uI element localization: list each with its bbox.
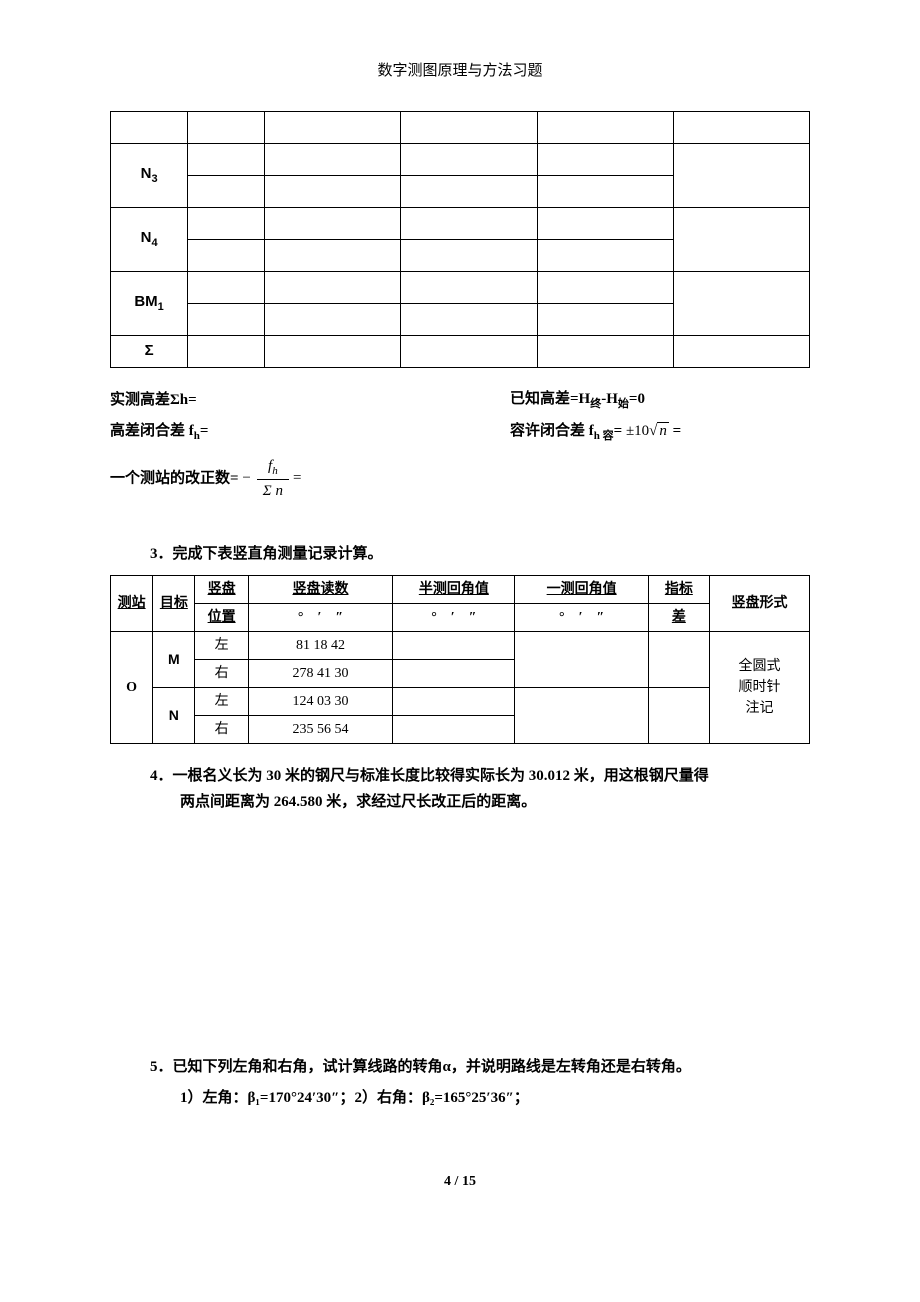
allowed-trailing: = xyxy=(673,423,682,439)
hdr-index-l: 差 xyxy=(672,610,686,625)
page-title: 数字测图原理与方法习题 xyxy=(377,63,542,79)
sqrt-icon: √n xyxy=(649,420,669,443)
question4-body: 两点间距离为 264.580 米，求经过尺长改正后的距离。 xyxy=(110,790,810,816)
table-row-sigma: Σ xyxy=(111,335,188,367)
page-footer: 4 / 15 xyxy=(110,1171,810,1192)
frac-den: Σ n xyxy=(257,480,289,503)
cell-n-left-pos: 左 xyxy=(195,688,248,716)
closure-eq: = xyxy=(200,423,209,439)
known-diff-minus: -H xyxy=(601,391,618,407)
cell-m-left-read: 81 18 42 xyxy=(248,632,392,660)
form-l3: 注记 xyxy=(714,698,805,719)
known-diff-end-sub: 终 xyxy=(590,398,601,410)
cell-n-left-read: 124 03 30 xyxy=(248,688,392,716)
page-sep: / xyxy=(451,1174,462,1189)
formula-block: 实测高差Σh= 已知高差=H终-H始=0 高差闭合差 f h = 容许闭合差 fh … xyxy=(110,388,810,503)
section3-title: 3．完成下表竖直角测量记录计算。 xyxy=(110,543,810,566)
frac-num-sub: h xyxy=(272,465,278,477)
hdr-half-u: 半测回角值 xyxy=(419,582,489,597)
hdr-reading-unit: ° ′ ″ xyxy=(248,604,392,632)
hdr-target: 目标 xyxy=(160,596,188,611)
cell-m-left-pos: 左 xyxy=(195,632,248,660)
table-row-label: N4 xyxy=(111,207,188,271)
hdr-half-unit: ° ′ ″ xyxy=(393,604,515,632)
leveling-table: N3N4BM1Σ xyxy=(110,111,810,368)
cell-n-right-read: 235 56 54 xyxy=(248,716,392,744)
question5-title: 5．已知下列左角和右角，试计算线路的转角α，并说明路线是左转角还是右转角。 xyxy=(110,1055,810,1081)
fraction: fh Σ n xyxy=(257,455,289,503)
measured-diff: 实测高差Σh= xyxy=(110,392,197,408)
form-l1: 全圆式 xyxy=(714,656,805,677)
cell-station: O xyxy=(111,632,153,744)
form-l2: 顺时针 xyxy=(714,677,805,698)
allowed-pm: ±10 xyxy=(626,423,649,439)
hdr-form: 竖盘形式 xyxy=(731,596,787,611)
allowed-label-a: 容许闭合差 f xyxy=(510,423,594,439)
hdr-full-unit: ° ′ ″ xyxy=(515,604,648,632)
page-current: 4 xyxy=(444,1174,451,1189)
hdr-reading-u: 竖盘读数 xyxy=(292,582,348,597)
hdr-station: 测站 xyxy=(118,596,146,611)
page-header: 数字测图原理与方法习题 xyxy=(110,60,810,83)
table-row-label: BM1 xyxy=(111,271,188,335)
frac-eq: = xyxy=(293,467,301,490)
allowed-sub: h 容 xyxy=(594,430,614,442)
sqrt-var: n xyxy=(657,422,669,439)
cell-m-right-pos: 右 xyxy=(195,660,248,688)
cell-target-m: M xyxy=(153,632,195,688)
hdr-diskpos-l: 位置 xyxy=(208,610,236,625)
hdr-full-u: 一测回角值 xyxy=(547,582,617,597)
cell-n-right-pos: 右 xyxy=(195,716,248,744)
cell-form: 全圆式 顺时针 注记 xyxy=(709,632,809,744)
known-diff-eq: =0 xyxy=(629,391,645,407)
frac-sign: − xyxy=(242,467,250,490)
allowed-eq: = xyxy=(614,423,623,439)
cell-m-right-read: 278 41 30 xyxy=(248,660,392,688)
station-corr-label: 一个测站的改正数= xyxy=(110,470,239,486)
cell-target-n: N xyxy=(153,688,195,744)
question5-sub: 1）左角：β₁=170°24′30″；2）右角：β₂=165°25′36″； xyxy=(110,1086,810,1112)
known-diff-start-sub: 始 xyxy=(618,398,629,410)
hdr-diskpos-u: 竖盘 xyxy=(208,582,236,597)
table-row-label: N3 xyxy=(111,143,188,207)
page-total: 15 xyxy=(462,1174,476,1189)
vertical-angle-table: 测站 目标 竖盘 竖盘读数 半测回角值 一测回角值 指标 竖盘形式 位置 ° ′… xyxy=(110,575,810,744)
known-diff-label: 已知高差=H xyxy=(510,391,590,407)
hdr-index-u: 指标 xyxy=(665,582,693,597)
question4-title: 4．一根名义长为 30 米的钢尺与标准长度比较得实际长为 30.012 米，用这… xyxy=(110,764,810,790)
closure-label: 高差闭合差 f xyxy=(110,423,194,439)
